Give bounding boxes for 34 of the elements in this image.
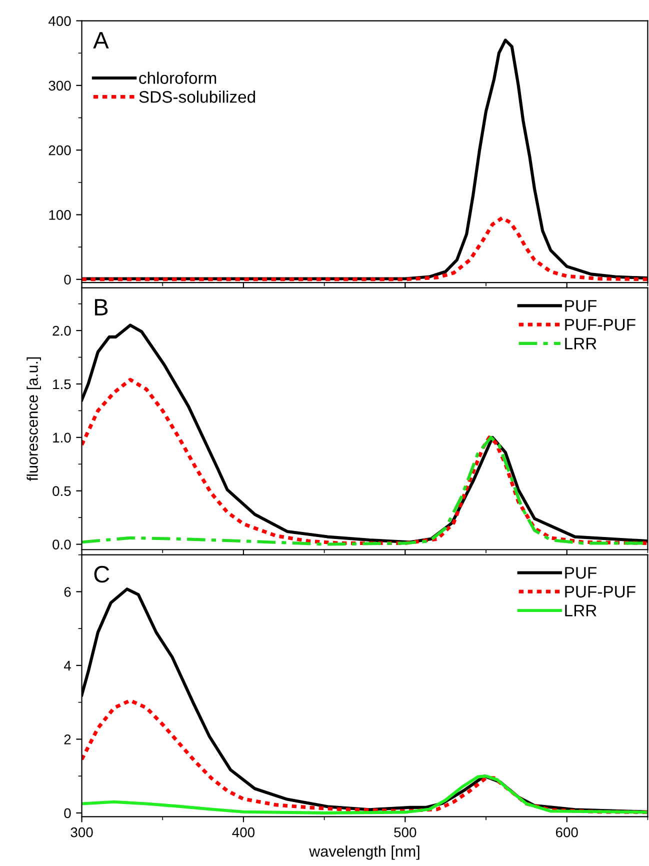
y-tick-label: 2 [64, 734, 71, 744]
legend-label: PUF [565, 567, 596, 579]
y-tick-label: 0.0 [52, 540, 71, 550]
x-axis-title: wavelength [nm] [309, 846, 420, 860]
legend-label: SDS-solubilized [139, 90, 256, 103]
legend-label: LRR [565, 604, 596, 616]
legend-label: LRR [565, 338, 596, 350]
y-tick-label: 4 [64, 660, 71, 670]
x-tick-label: 300 [70, 827, 93, 838]
legend-label: chloroform [139, 72, 216, 84]
y-tick-label: 300 [48, 80, 71, 91]
y-tick-label: 6 [64, 587, 71, 597]
chart-title: C [94, 566, 110, 583]
y-tick-label: 1.5 [53, 379, 71, 390]
y-tick-label: 400 [48, 16, 71, 26]
x-tick-label: 600 [556, 827, 578, 838]
y-tick-label: 1.0 [53, 432, 71, 443]
chart-title: B [95, 299, 108, 316]
line-series [82, 774, 648, 814]
line-series [82, 698, 648, 814]
legend-label: PUF-PUF [565, 318, 636, 331]
y-tick-label: 100 [49, 210, 71, 220]
x-tick-label: 500 [394, 827, 416, 838]
y-axis-title: fluorescence [a.u.] [26, 357, 41, 481]
y-tick-label: 200 [48, 145, 71, 156]
legend-label: PUF [565, 300, 596, 312]
chart-title: A [93, 32, 109, 48]
y-tick-label: 0 [64, 274, 71, 285]
y-tick-label: 0.5 [52, 486, 71, 496]
y-tick-label: 0 [64, 808, 71, 818]
line-series [82, 378, 648, 546]
x-tick-label: 400 [232, 827, 255, 838]
legend-label: PUF-PUF [565, 586, 636, 598]
y-tick-label: 2.0 [52, 326, 71, 336]
